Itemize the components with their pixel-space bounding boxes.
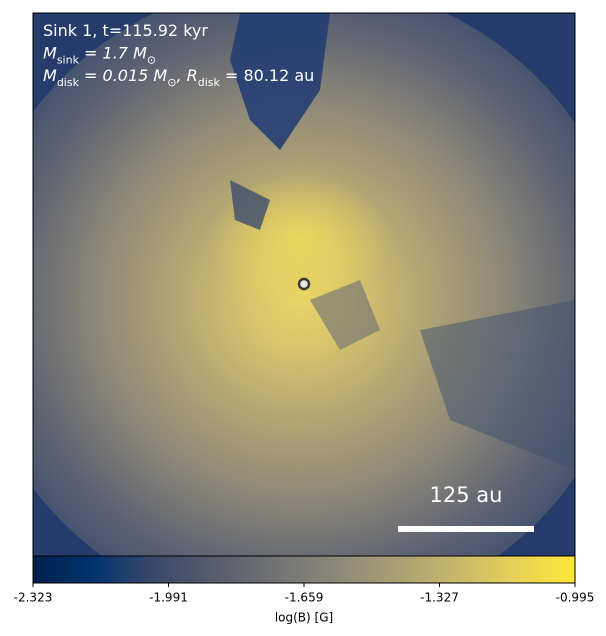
annotation-subscript: ⊙ <box>167 76 176 89</box>
annotation-text: = 80.12 au <box>220 66 314 85</box>
scale-bar-label: 125 au <box>430 483 503 507</box>
annotation-text: M <box>43 43 57 62</box>
annotation-text: = 0.015 M <box>79 66 167 85</box>
colorbar-tick-label: -1.991 <box>149 591 188 605</box>
annotation-subscript: sink <box>57 53 80 66</box>
annotation-subscript: disk <box>198 76 221 89</box>
annotation-line: Mdisk = 0.015 M⊙, Rdisk = 80.12 au <box>43 66 314 89</box>
annotation-text: = 1.7 M <box>79 43 147 62</box>
annotation-subscript: disk <box>57 76 80 89</box>
colorbar <box>32 555 576 584</box>
sink-marker <box>297 277 311 291</box>
annotation-text: Sink 1, t=115.92 kyr <box>43 21 208 40</box>
annotation-line: Msink = 1.7 M⊙ <box>43 43 156 66</box>
annotation-text: , R <box>176 66 197 85</box>
colorbar-label: log(B) [G] <box>275 611 333 625</box>
annotation-line: Sink 1, t=115.92 kyr <box>43 21 208 40</box>
colorbar-tick-label: -1.327 <box>420 591 459 605</box>
colorbar-tick-label: -1.659 <box>285 591 324 605</box>
colorbar-tick-label: -2.323 <box>14 591 53 605</box>
annotation-text: M <box>43 66 57 85</box>
colorbar-tick-label: -0.995 <box>556 591 595 605</box>
annotation-subscript: ⊙ <box>147 53 156 66</box>
